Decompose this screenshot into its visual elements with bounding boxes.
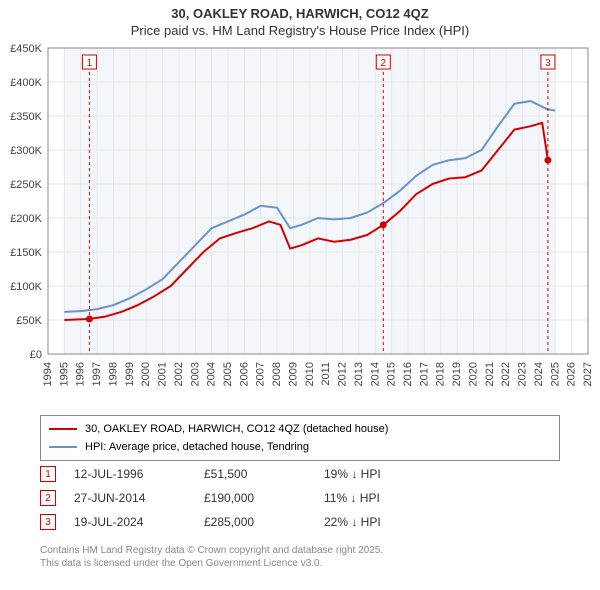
sales-diff: 22% ↓ HPI	[324, 515, 444, 529]
sales-diff: 11% ↓ HPI	[324, 491, 444, 505]
svg-text:£400K: £400K	[10, 77, 42, 89]
svg-text:2016: 2016	[402, 362, 414, 386]
svg-text:2021: 2021	[484, 362, 496, 386]
svg-text:£50K: £50K	[16, 315, 42, 327]
svg-text:2027: 2027	[582, 362, 594, 386]
svg-text:1998: 1998	[107, 362, 119, 386]
svg-text:2019: 2019	[451, 362, 463, 386]
svg-text:2017: 2017	[418, 362, 430, 386]
svg-text:2007: 2007	[255, 362, 267, 386]
title-block: 30, OAKLEY ROAD, HARWICH, CO12 4QZ Price…	[0, 0, 600, 38]
svg-text:2018: 2018	[435, 362, 447, 386]
svg-text:1995: 1995	[58, 362, 70, 386]
svg-text:£300K: £300K	[10, 145, 42, 157]
sales-price: £190,000	[204, 491, 324, 505]
svg-text:2022: 2022	[500, 362, 512, 386]
legend-row: HPI: Average price, detached house, Tend…	[49, 438, 551, 456]
chart-container: 30, OAKLEY ROAD, HARWICH, CO12 4QZ Price…	[0, 0, 600, 590]
sales-row: 3 19-JUL-2024£285,00022% ↓ HPI	[40, 510, 444, 534]
legend-swatch	[49, 446, 77, 448]
sales-date: 19-JUL-2024	[74, 515, 204, 529]
svg-text:1994: 1994	[42, 362, 54, 386]
footer-line1: Contains HM Land Registry data © Crown c…	[40, 544, 383, 557]
sales-badge: 3	[40, 514, 56, 530]
svg-text:2013: 2013	[353, 362, 365, 386]
svg-text:2014: 2014	[369, 362, 381, 386]
sales-price: £285,000	[204, 515, 324, 529]
sales-badge: 1	[40, 466, 56, 482]
sales-diff: 19% ↓ HPI	[324, 467, 444, 481]
svg-text:2011: 2011	[320, 362, 332, 386]
footer-line2: This data is licensed under the Open Gov…	[40, 557, 383, 570]
svg-text:1999: 1999	[124, 362, 136, 386]
svg-text:2024: 2024	[533, 362, 545, 386]
title-subtitle: Price paid vs. HM Land Registry's House …	[0, 23, 600, 38]
svg-text:2001: 2001	[157, 362, 169, 386]
chart-svg: £0 £50K £100K £150K £200K £250K £300K £350K £400…	[0, 44, 600, 409]
svg-text:2005: 2005	[222, 362, 234, 386]
sales-date: 12-JUL-1996	[74, 467, 204, 481]
svg-text:£100K: £100K	[10, 281, 42, 293]
legend-label: HPI: Average price, detached house, Tend…	[85, 441, 309, 453]
svg-text:2023: 2023	[517, 362, 529, 386]
svg-text:2: 2	[381, 58, 387, 69]
svg-text:2010: 2010	[304, 362, 316, 386]
svg-text:3: 3	[545, 58, 551, 69]
svg-text:£0: £0	[30, 349, 42, 361]
svg-text:2000: 2000	[140, 362, 152, 386]
svg-text:2026: 2026	[566, 362, 578, 386]
sales-date: 27-JUN-2014	[74, 491, 204, 505]
sales-table: 1 12-JUL-1996£51,50019% ↓ HPI 2 27-JUN-2014…	[40, 462, 444, 534]
legend-row: 30, OAKLEY ROAD, HARWICH, CO12 4QZ (deta…	[49, 420, 551, 438]
svg-text:2006: 2006	[238, 362, 250, 386]
sales-row: 2 27-JUN-2014£190,00011% ↓ HPI	[40, 486, 444, 510]
svg-text:2015: 2015	[386, 362, 398, 386]
svg-text:2004: 2004	[206, 362, 218, 386]
svg-text:2003: 2003	[189, 362, 201, 386]
svg-text:£200K: £200K	[10, 213, 42, 225]
svg-text:2025: 2025	[549, 362, 561, 386]
legend: 30, OAKLEY ROAD, HARWICH, CO12 4QZ (deta…	[40, 415, 560, 461]
sales-badge: 2	[40, 490, 56, 506]
svg-text:£250K: £250K	[10, 179, 42, 191]
legend-label: 30, OAKLEY ROAD, HARWICH, CO12 4QZ (deta…	[85, 423, 388, 435]
legend-swatch	[49, 428, 77, 430]
svg-text:£450K: £450K	[10, 44, 42, 55]
footer: Contains HM Land Registry data © Crown c…	[40, 544, 383, 570]
sales-row: 1 12-JUL-1996£51,50019% ↓ HPI	[40, 462, 444, 486]
svg-text:1996: 1996	[75, 362, 87, 386]
svg-text:£350K: £350K	[10, 111, 42, 123]
sales-price: £51,500	[204, 467, 324, 481]
svg-text:2012: 2012	[337, 362, 349, 386]
svg-text:1997: 1997	[91, 362, 103, 386]
svg-text:2009: 2009	[287, 362, 299, 386]
svg-text:2020: 2020	[467, 362, 479, 386]
chart-area: £0 £50K £100K £150K £200K £250K £300K £350K £400…	[0, 44, 600, 409]
svg-text:1: 1	[87, 58, 93, 69]
svg-text:2002: 2002	[173, 362, 185, 386]
svg-text:2008: 2008	[271, 362, 283, 386]
svg-text:£150K: £150K	[10, 247, 42, 259]
title-address: 30, OAKLEY ROAD, HARWICH, CO12 4QZ	[0, 6, 600, 21]
